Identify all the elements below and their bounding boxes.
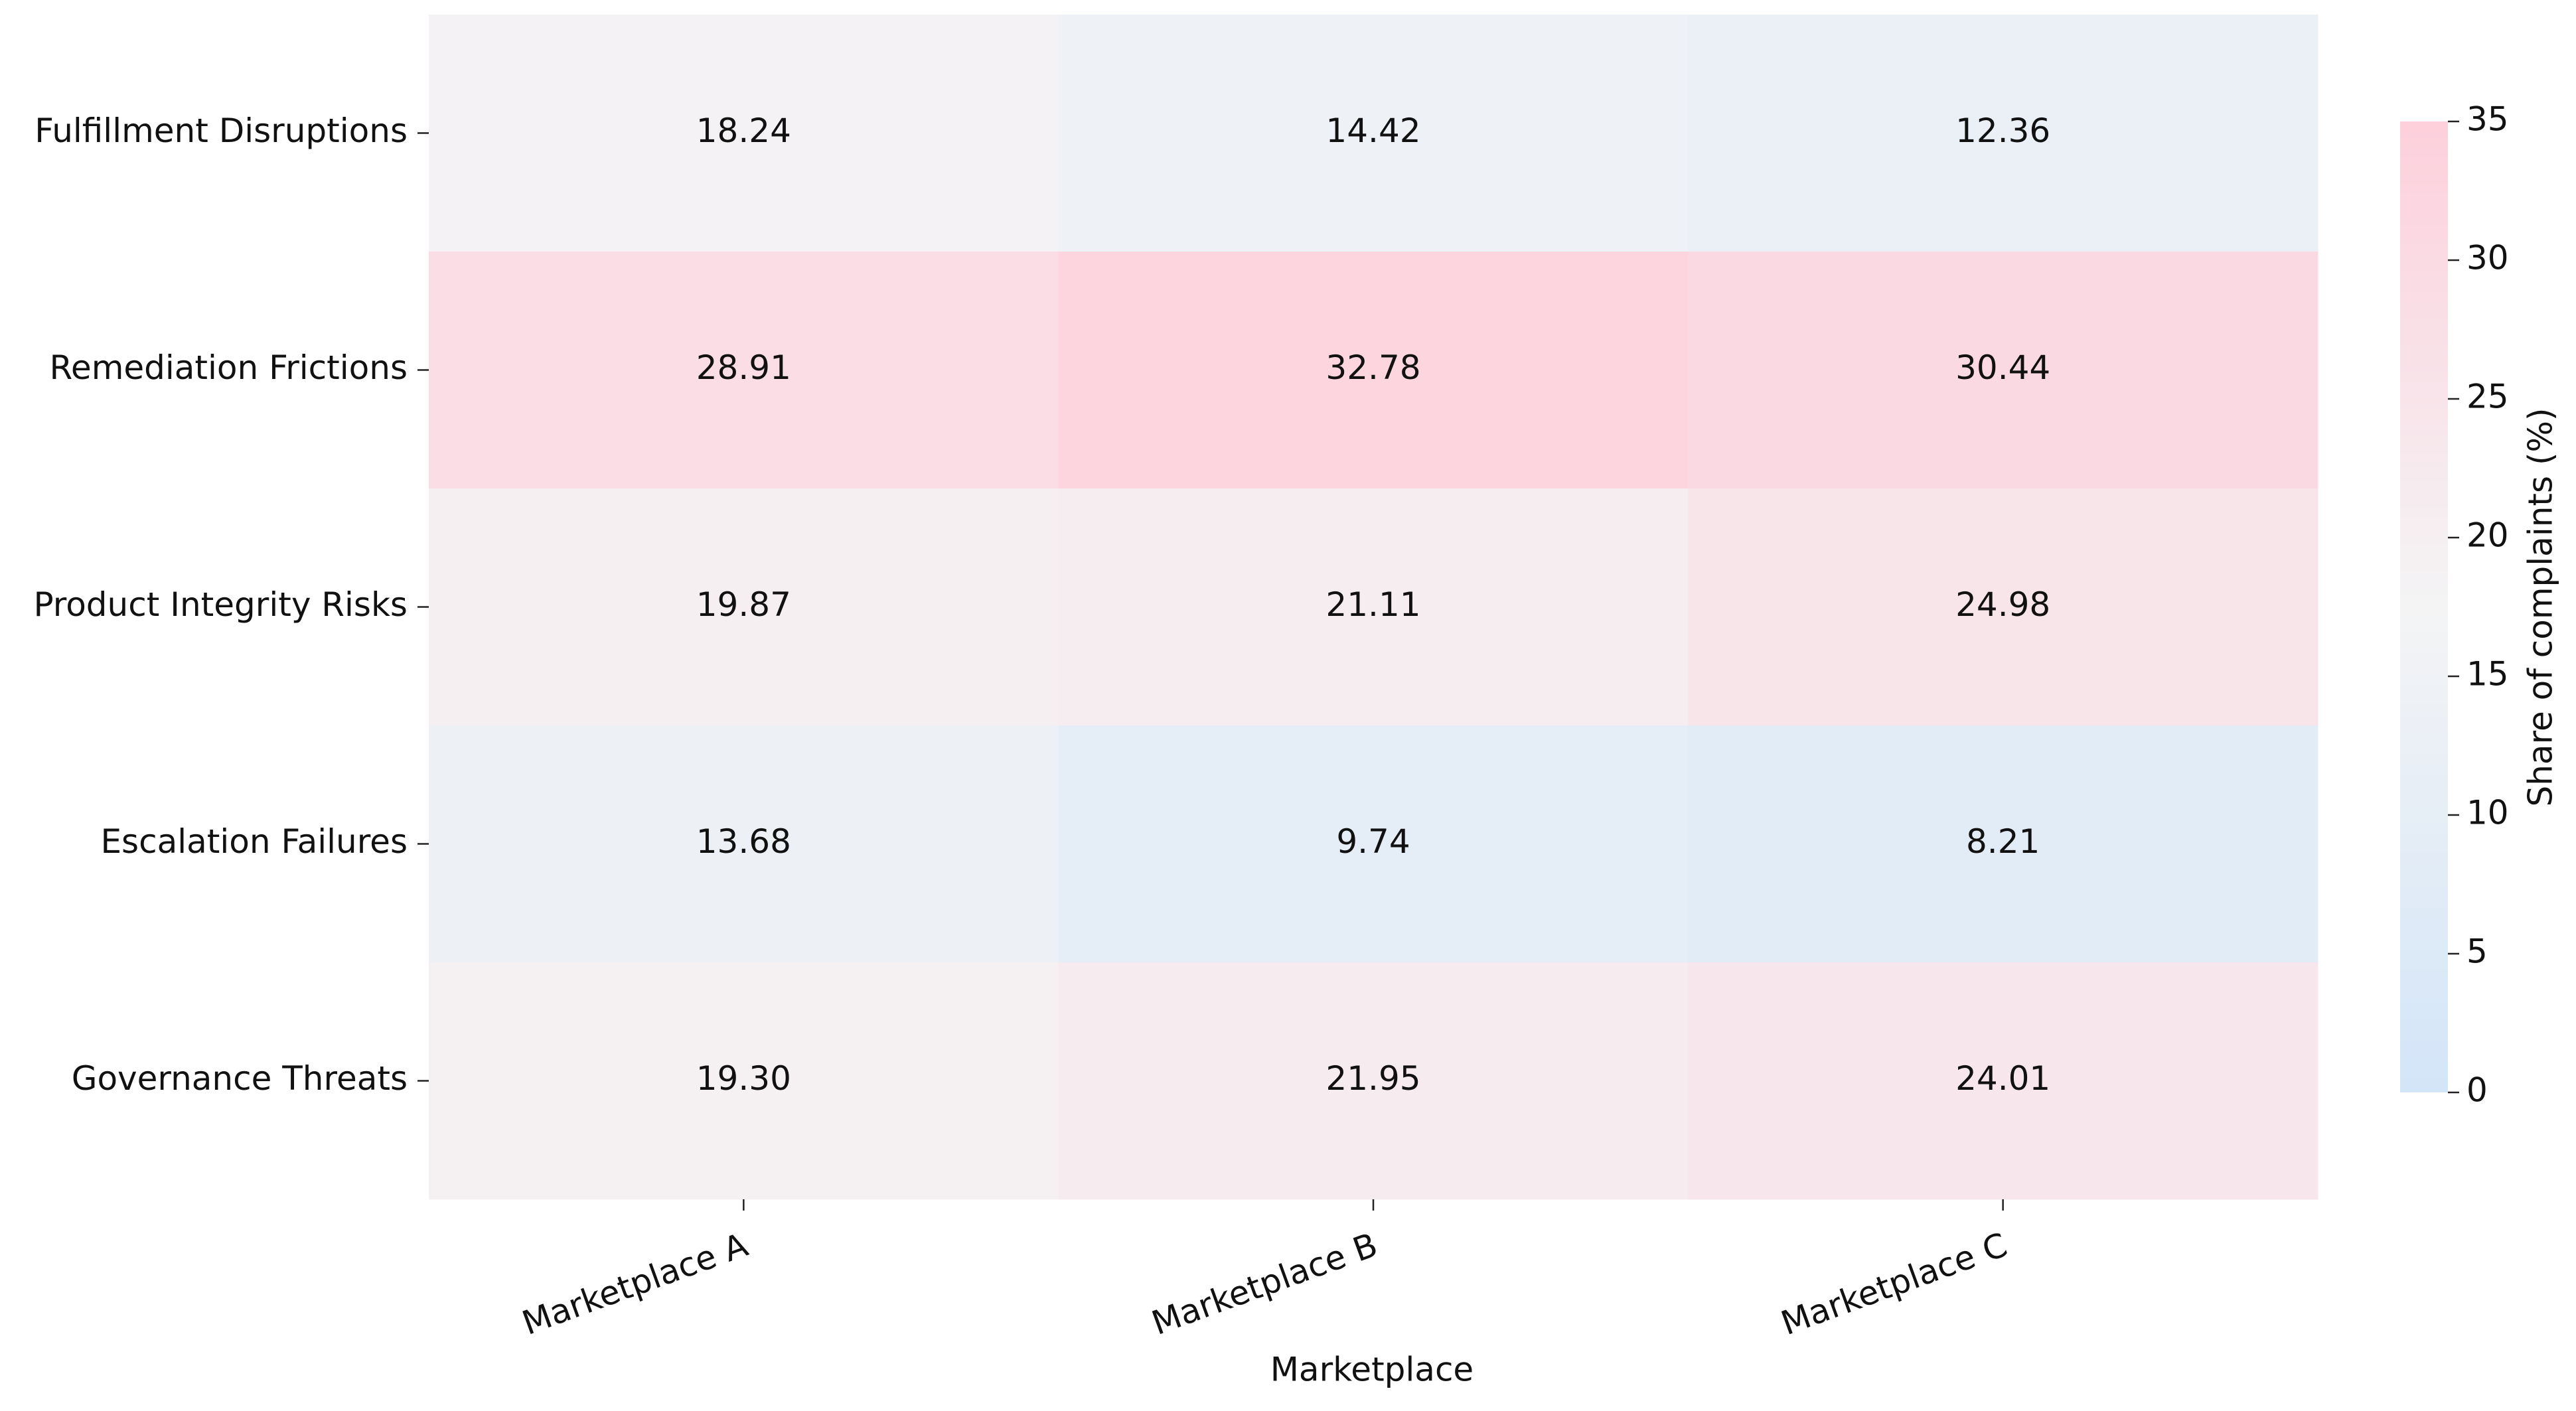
cell-label: 19.30: [696, 1059, 791, 1098]
cell-label: 24.01: [1955, 1059, 2050, 1098]
heatmap-cell: [1058, 962, 1689, 1200]
heatmap-cell: [1688, 725, 2318, 963]
heatmap-cell: [1688, 15, 2318, 252]
cell-label: 13.68: [696, 822, 791, 861]
colorbar-tick-label: 20: [2466, 516, 2509, 555]
y-tick-label: Remediation Frictions: [49, 348, 408, 387]
cell-label: 9.74: [1336, 822, 1410, 861]
cell-label: 28.91: [696, 348, 791, 387]
colorbar-tick-label: 30: [2466, 239, 2509, 277]
y-tick-label: Product Integrity Risks: [33, 585, 408, 624]
heatmap-cell: [1058, 725, 1689, 963]
y-tick-label: Fulfillment Disruptions: [35, 111, 408, 150]
heatmap-cell: [429, 725, 1059, 963]
heatmap-cell: [1058, 252, 1689, 489]
cell-label: 14.42: [1326, 111, 1420, 150]
colorbar-tick-label: 0: [2466, 1071, 2488, 1110]
heatmap-cell: [429, 962, 1059, 1200]
heatmap-cell: [429, 488, 1059, 726]
cell-label: 21.11: [1326, 585, 1420, 624]
cell-label: 24.98: [1955, 585, 2050, 624]
cell-label: 8.21: [1966, 822, 2040, 861]
x-axis-title: Marketplace: [1270, 1351, 1474, 1389]
heatmap-cell: [1688, 962, 2318, 1200]
heatmap-cell: [1688, 252, 2318, 489]
heatmap-cell: [1688, 488, 2318, 726]
colorbar-tick-label: 10: [2466, 794, 2509, 832]
heatmap-cell: [1058, 488, 1689, 726]
heatmap-cell: [429, 252, 1059, 489]
x-tick-label: Marketplace C: [1776, 1225, 2012, 1343]
cell-label: 18.24: [696, 111, 791, 150]
y-tick-label: Governance Threats: [72, 1059, 408, 1098]
colorbar-tick-label: 35: [2466, 100, 2509, 139]
cell-label: 19.87: [696, 585, 791, 624]
x-tick-label: Marketplace B: [1147, 1225, 1383, 1342]
heatmap-cell: [1058, 15, 1689, 252]
y-tick-label: Escalation Failures: [100, 822, 408, 861]
x-tick-label: Marketplace A: [517, 1225, 753, 1342]
colorbar: [2400, 121, 2448, 1092]
cell-label: 21.95: [1326, 1059, 1420, 1098]
cell-label: 30.44: [1955, 348, 2050, 387]
colorbar-tick-label: 15: [2466, 655, 2509, 694]
colorbar-title: Share of complaints (%): [2522, 408, 2560, 807]
colorbar-tick-label: 5: [2466, 932, 2488, 971]
cell-label: 32.78: [1326, 348, 1420, 387]
heatmap-cell: [429, 15, 1059, 252]
colorbar-tick-label: 25: [2466, 378, 2509, 416]
cell-label: 12.36: [1955, 111, 2050, 150]
